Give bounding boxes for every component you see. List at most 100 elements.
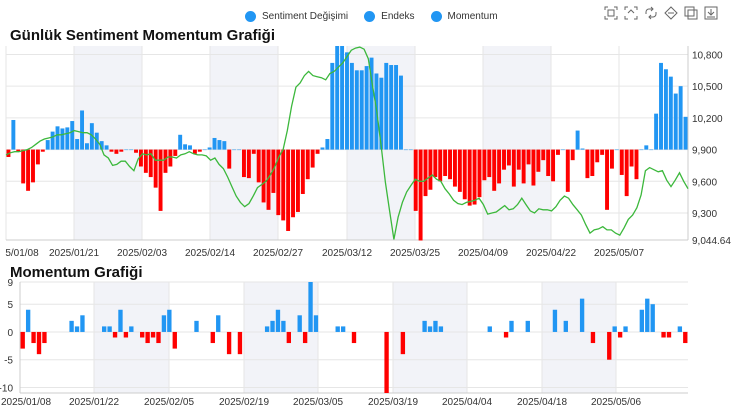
legend-marker-icon [245,10,256,22]
chart2-bar [102,326,107,332]
chart1-x-tick-label: 2025/02/14 [185,248,235,259]
legend-item-sentiment[interactable]: Sentiment Değişimi [245,10,348,22]
chart1-bar [585,149,590,179]
chart2-band [393,282,467,393]
chart1-bar [119,149,124,152]
chart1-bar [207,147,212,150]
chart1-bar [109,149,114,152]
chart2-bar [509,320,514,332]
chart1-bar [242,149,246,178]
chart1-bar [168,149,173,167]
chart1-bar [124,149,129,151]
chart2-bar [351,331,357,344]
chart1-bar [45,140,50,150]
chart1-bar [683,116,688,150]
chart2-bar [666,331,672,338]
chart2-bar [433,320,438,332]
chart1-bar [482,149,487,181]
chart1-x-tick-label: 2025/03/25 [390,248,440,259]
chart2-bar [150,331,156,338]
chart1-bar [354,70,359,150]
chart2-bar [400,331,406,355]
chart1-bar [261,149,266,203]
chart2-bar [210,331,215,344]
chart1-bar [60,128,65,150]
chart2-bar [677,326,683,332]
chart1-y-tick-label: 9,900 [692,146,717,157]
chart1-bar [457,149,462,192]
chart1-bar [21,149,26,184]
restore-icon[interactable] [644,6,658,20]
chart1-bar [349,62,354,150]
chart1-bar [178,134,183,150]
chart1-band [74,46,142,240]
chart2-bar [427,326,433,332]
chart2-bar [172,331,177,349]
chart1-bar [202,149,207,151]
chart1-bar [305,149,310,180]
legend-item-endeks[interactable]: Endeks [364,10,415,22]
chart2-bar [69,320,74,332]
chart1-bar [114,149,119,154]
chart1-bar [605,149,610,210]
chart1-bar [624,149,629,197]
chart1-bar [217,140,222,150]
legend-label: Endeks [381,10,415,22]
legend-marker-icon [430,10,442,22]
chart1-bar [438,149,443,182]
chart1-bar [188,145,192,150]
chart1-bar [600,149,605,155]
chart1-bar [384,62,389,150]
chart1-bar [418,149,423,241]
chart1-bar [408,149,413,151]
chart2-bar [145,331,150,344]
chart2-bar [340,326,346,332]
chart2-bar [112,331,118,338]
chart1-bar [516,149,521,170]
chart1-bar [609,149,614,169]
chart2-bar [661,331,666,338]
chart2-x-tick-label: 2025/02/19 [219,397,269,408]
chart1-bar [556,149,560,155]
chart2-bar [123,331,129,338]
chart1-bar [477,149,482,198]
chart1-bar [345,52,349,150]
chart-legend: Sentiment Değişimi Endeks Momentum [245,6,498,26]
chart2-x-tick-label: 2025/03/05 [293,397,343,408]
chart1-bar [560,149,565,151]
chart2-bar [612,326,617,332]
chart1-bar [31,149,35,183]
chart2-y-tick-label: 9 [7,278,13,289]
chart1-x-tick-label: 2025/02/27 [253,248,303,259]
chart1-bar [295,149,300,212]
legend-item-momentum[interactable]: Momentum [430,10,498,22]
chart2-bar [645,298,650,332]
chart1-bar [629,149,634,167]
chart1-bar [614,149,619,151]
chart1-x-tick-label: 5/01/08 [5,248,39,259]
chart2-bar [552,309,558,332]
zoom-select-icon[interactable] [604,6,618,20]
chart2-bar [623,326,628,332]
save-image-icon[interactable] [704,6,718,20]
chart1-bar [163,149,168,173]
data-view-icon[interactable] [664,6,678,20]
chart1-bar [428,149,433,190]
chart1-bar [134,149,138,153]
chart1-bar [369,57,374,150]
chart1-bar [511,149,516,187]
chart2-bar [422,320,427,332]
copy-icon[interactable] [684,6,698,20]
legend-label: Momentum [447,10,498,22]
chart1-bar [192,149,197,154]
chart2-x-tick-label: 2025/04/04 [442,397,492,408]
chart1-bar [104,145,109,150]
chart1-bar [502,149,506,170]
chart2-x-tick-label: 2025/03/19 [368,397,418,408]
zoom-reset-icon[interactable] [624,6,638,20]
chart1-bar [413,149,418,211]
chart2-bar [579,298,585,332]
chart1-bar [158,149,163,211]
chart1-bar [256,149,261,183]
chart2-bar [270,320,275,332]
